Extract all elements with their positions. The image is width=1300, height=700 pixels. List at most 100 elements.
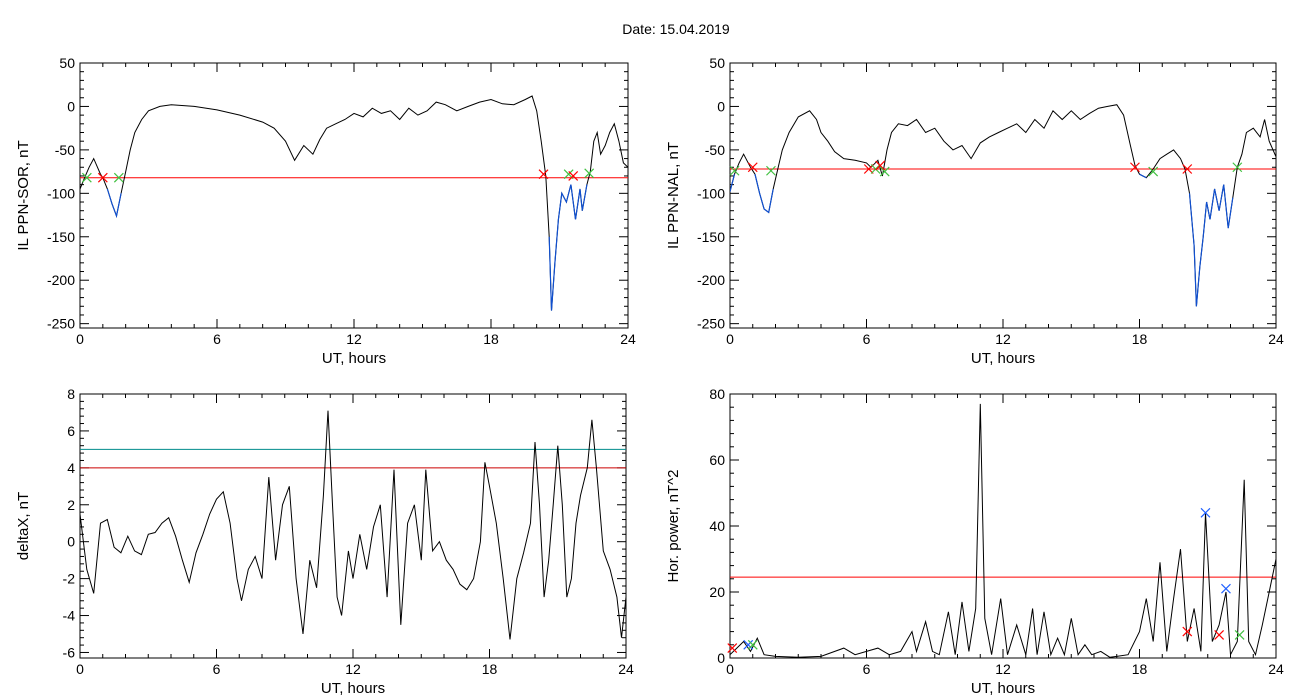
y-tick-label: -100 [697, 185, 725, 201]
x-axis-label: UT, hours [971, 350, 1035, 367]
marker-stroke [1182, 164, 1193, 174]
series-below-threshold [754, 174, 774, 214]
series-line [730, 104, 1276, 307]
marker-cross [766, 165, 776, 176]
marker-cross [747, 162, 758, 173]
marker-cross [1234, 629, 1245, 640]
series-line [730, 403, 1276, 658]
marker-stroke [1214, 629, 1225, 640]
marker-cross [1200, 507, 1211, 518]
x-tick-label: 12 [995, 661, 1011, 677]
series-line [80, 95, 628, 311]
marker-stroke [727, 643, 738, 654]
y-tick-label: 40 [709, 518, 725, 534]
y-tick-label: 6 [67, 423, 75, 439]
x-tick-label: 6 [213, 331, 221, 347]
marker-cross [1182, 164, 1193, 174]
y-tick-label: -2 [63, 571, 76, 587]
y-tick-label: 60 [709, 452, 725, 468]
marker-cross [113, 172, 124, 183]
marker-cross [1148, 166, 1159, 177]
y-axis-label: IL PPN-NAL, nT [665, 142, 682, 249]
y-tick-label: 8 [67, 386, 75, 402]
marker-cross [568, 171, 579, 181]
y-tick-label: -50 [705, 142, 725, 158]
y-tick-label: -6 [63, 644, 76, 660]
marker-cross [81, 172, 92, 183]
x-tick-label: 0 [76, 661, 84, 677]
marker-stroke [1182, 626, 1193, 637]
chart-panel-p2: 0 6 12 18 24 50 0 -50 -100 -150 -200 -250 UT, hours I… [665, 55, 1284, 367]
x-axis-label: UT, hours [971, 680, 1035, 697]
y-tick-label: -150 [697, 229, 725, 245]
y-axis-label: Hor. power, nT^2 [665, 470, 682, 583]
y-tick-label: -150 [47, 229, 75, 245]
x-tick-label: 24 [620, 331, 636, 347]
marker-cross [97, 172, 108, 183]
y-tick-label: 20 [709, 584, 725, 600]
marker-stroke [766, 165, 776, 176]
marker-stroke [97, 172, 108, 183]
y-tick-label: -200 [47, 272, 75, 288]
marker-cross [1221, 583, 1231, 594]
marker-cross [1130, 162, 1140, 173]
y-tick-label: 0 [717, 650, 725, 666]
marker-stroke [747, 162, 758, 173]
plot-frame [729, 62, 1277, 329]
figure-title: Date: 15.04.2019 [622, 21, 730, 37]
marker-cross [727, 643, 738, 654]
marker-stroke [1234, 629, 1245, 640]
x-tick-label: 18 [483, 331, 499, 347]
marker-stroke [747, 639, 758, 650]
plot-frame [79, 62, 629, 329]
x-tick-label: 18 [1132, 661, 1148, 677]
y-tick-label: 0 [67, 534, 75, 550]
marker-cross [743, 639, 754, 650]
x-tick-label: 12 [345, 661, 361, 677]
y-axis-label: deltaX, nT [15, 492, 32, 560]
y-tick-label: 50 [709, 55, 725, 71]
marker-cross [729, 165, 740, 176]
y-tick-label: -250 [697, 316, 725, 332]
series-line [80, 410, 626, 640]
y-tick-label: -50 [55, 142, 75, 158]
marker-stroke [1148, 166, 1159, 177]
marker-stroke [584, 168, 595, 179]
x-tick-label: 24 [618, 661, 634, 677]
marker-stroke [729, 165, 740, 176]
y-tick-label: -250 [47, 316, 75, 332]
marker-stroke [1130, 162, 1140, 173]
x-tick-label: 6 [863, 331, 871, 347]
marker-stroke [743, 639, 754, 650]
y-tick-label: 4 [67, 460, 75, 476]
y-tick-label: 0 [67, 98, 75, 114]
x-tick-label: 24 [1268, 331, 1284, 347]
x-tick-label: 0 [726, 661, 734, 677]
y-tick-label: 80 [709, 386, 725, 402]
marker-cross [870, 164, 881, 174]
marker-stroke [1200, 507, 1211, 518]
marker-stroke [568, 171, 579, 181]
y-tick-label: 0 [717, 98, 725, 114]
marker-stroke [1232, 162, 1243, 173]
series-below-threshold [548, 184, 588, 311]
x-tick-label: 12 [995, 331, 1011, 347]
series-below-threshold [106, 188, 122, 219]
marker-cross [879, 166, 890, 177]
chart-panel-p4: 0 6 12 18 24 80 60 40 20 0 UT, hours Hor. power, nT… [665, 386, 1284, 697]
x-tick-label: 6 [863, 661, 871, 677]
x-tick-label: 0 [726, 331, 734, 347]
marker-stroke [870, 164, 881, 174]
marker-cross [747, 639, 758, 650]
x-tick-label: 18 [482, 661, 498, 677]
marker-cross [538, 169, 549, 180]
x-tick-label: 18 [1132, 331, 1148, 347]
marker-stroke [113, 172, 124, 183]
marker-stroke [879, 166, 890, 177]
marker-cross [875, 160, 886, 171]
x-tick-label: 12 [346, 331, 362, 347]
y-tick-label: 2 [67, 497, 75, 513]
marker-stroke [875, 160, 886, 171]
series-below-threshold [1139, 173, 1147, 179]
